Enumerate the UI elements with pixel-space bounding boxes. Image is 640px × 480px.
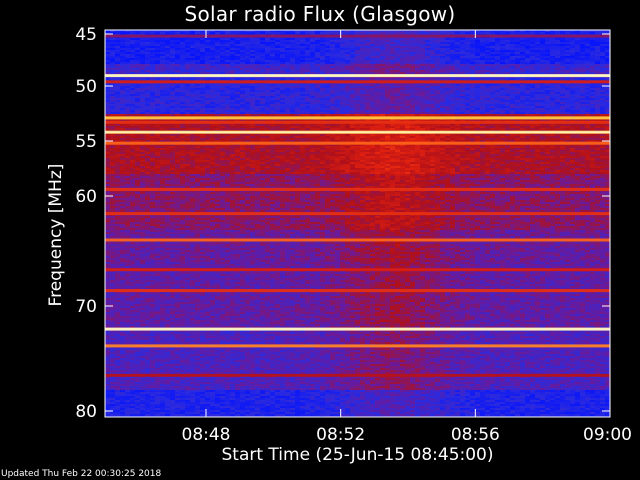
spectrogram-figure: Solar radio Flux (Glasgow) 45 50 55 60 70 80 … <box>0 0 640 480</box>
